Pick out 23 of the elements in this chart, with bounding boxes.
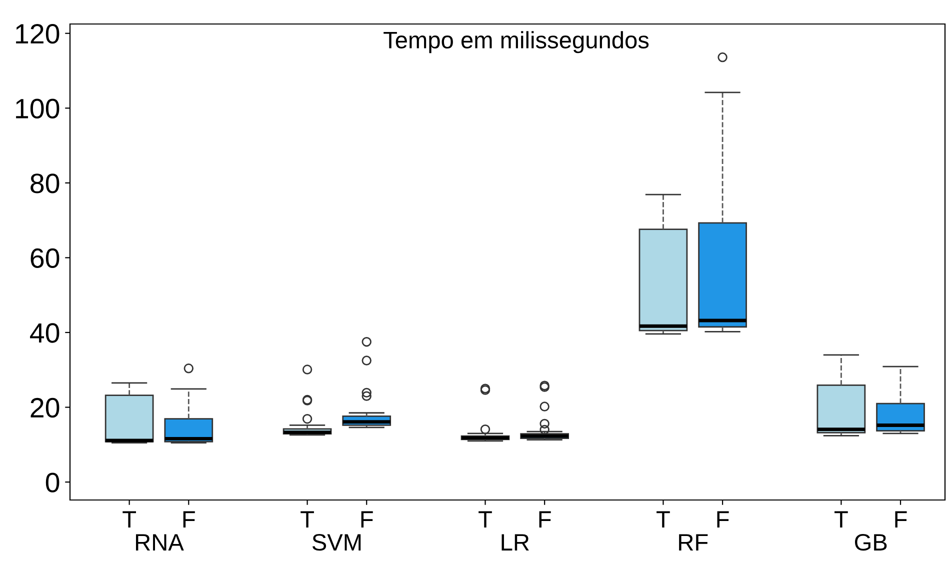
x-tick-label: T	[656, 511, 670, 528]
x-tick-label: T	[122, 511, 136, 528]
x-tick-label: T	[834, 511, 848, 528]
x-tick-label: F	[361, 511, 373, 528]
text: RNA	[136, 534, 184, 550]
y-tick-label: 60	[30, 248, 60, 268]
x-tick-label: T	[300, 511, 314, 528]
x-tick-label: F	[717, 511, 729, 528]
y-tick-label: 100	[16, 98, 60, 118]
text: LR	[502, 534, 529, 550]
text: RF	[679, 534, 708, 550]
y-tick-label: 40	[30, 323, 60, 343]
y-tick-label: 0	[46, 472, 60, 492]
x-tick-label: F	[895, 511, 907, 528]
y-tick-label: 20	[30, 398, 60, 418]
text: SVM	[312, 534, 361, 551]
y-tick-label: 120	[16, 24, 60, 44]
x-tick-label: F	[183, 511, 195, 528]
x-tick-label: F	[539, 511, 551, 528]
x-tick-label: T	[478, 511, 492, 528]
chart-title: Tempo em milissegundos	[384, 31, 649, 54]
y-tick-label: 80	[30, 174, 60, 194]
text: GB	[854, 534, 887, 551]
